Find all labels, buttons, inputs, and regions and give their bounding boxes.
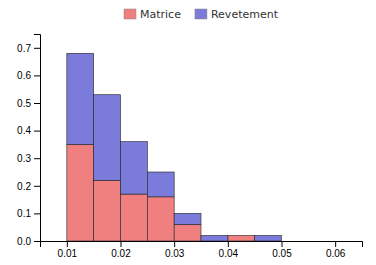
plot: 0.010.020.030.040.050.060.00.10.20.30.40… [17, 35, 362, 260]
bar [67, 144, 94, 241]
tick-mark [174, 241, 175, 247]
tick-mark [282, 241, 283, 247]
bars [67, 53, 282, 241]
tick-label: 0.6 [17, 70, 31, 81]
tick-label: 0.02 [111, 248, 131, 259]
y-axis: 0.0 0.1 0.2 0.3 0.4 0.5 0.6 0.7 [17, 35, 40, 247]
legend-label: Matrice [140, 8, 181, 21]
tick-mark [34, 131, 40, 132]
legend-label: Revetement [211, 8, 279, 21]
tick-label: 0.03 [165, 248, 185, 259]
bar [94, 95, 121, 181]
tick-label: 0.1 [17, 208, 31, 219]
tick-mark [34, 75, 40, 76]
tick: 0.06 [326, 241, 346, 259]
bar [282, 241, 309, 242]
tick-mark [228, 241, 229, 247]
tick-mark [335, 241, 336, 247]
bar [147, 172, 174, 197]
bar [121, 142, 148, 194]
tick: 0.02 [111, 241, 131, 259]
tick: 0.05 [272, 241, 292, 259]
x-axis: 0.01 0.02 0.03 0.04 0.05 0.06 [41, 241, 363, 259]
tick: 0.2 [17, 181, 40, 192]
tick-label: 0.04 [219, 248, 239, 259]
chart: 0.010.020.030.040.050.060.00.10.20.30.40… [0, 0, 376, 265]
legend-swatch [124, 9, 136, 19]
tick-mark [34, 158, 40, 159]
legend-swatch [195, 9, 207, 19]
tick-label: 0.5 [17, 98, 31, 109]
tick-label: 0.2 [17, 181, 31, 192]
bar [40, 241, 67, 242]
tick: 0.04 [219, 241, 239, 259]
tick-mark [34, 103, 40, 104]
tick-mark [34, 241, 40, 242]
tick-mark [121, 241, 122, 247]
series [67, 53, 282, 241]
bar [40, 241, 67, 242]
bar [201, 235, 228, 241]
bar [174, 224, 201, 241]
bar [308, 241, 335, 242]
legend-item: Matrice [124, 8, 181, 21]
tick: 0.4 [17, 125, 40, 136]
bar [147, 197, 174, 241]
bar [174, 213, 201, 224]
bar [67, 53, 94, 144]
tick-label: 0.3 [17, 153, 31, 164]
tick-mark [34, 48, 40, 49]
bar [255, 235, 282, 241]
tick-mark [67, 241, 68, 247]
bar [94, 180, 121, 241]
bar [228, 235, 255, 241]
tick-label: 0.05 [272, 248, 292, 259]
tick-label: 0.06 [326, 248, 346, 259]
tick: 0.0 [17, 236, 40, 247]
legend: Matrice Revetement [124, 8, 279, 21]
tick-label: 0.7 [17, 43, 31, 54]
axis-line [41, 242, 363, 248]
bar [228, 235, 255, 236]
tick-label: 0.01 [58, 248, 78, 259]
bar [282, 241, 309, 242]
tick: 0.7 [17, 43, 40, 54]
tick: 0.03 [165, 241, 185, 259]
tick-label: 0.0 [17, 236, 31, 247]
tick-label: 0.4 [17, 125, 31, 136]
tick: 0.3 [17, 153, 40, 164]
axis-line [34, 35, 41, 242]
tick: 0.01 [58, 241, 78, 259]
tick: 0.6 [17, 70, 40, 81]
legend-item: Revetement [195, 8, 279, 21]
tick: 0.1 [17, 208, 40, 219]
tick-mark [34, 213, 40, 214]
tick: 0.5 [17, 98, 40, 109]
tick-mark [34, 186, 40, 187]
bar [121, 194, 148, 241]
bar [308, 241, 335, 242]
